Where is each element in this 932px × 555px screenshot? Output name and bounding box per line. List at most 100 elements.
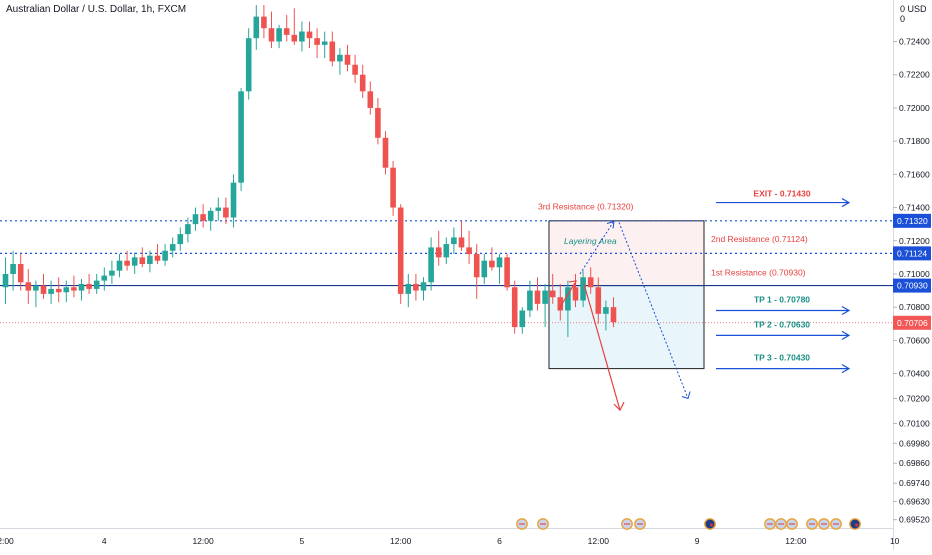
price-tag-box	[893, 315, 931, 330]
candle-body	[610, 307, 617, 323]
price-tick-label: 0.71600	[899, 169, 930, 179]
candle-body	[291, 34, 298, 42]
candle-body	[245, 38, 252, 92]
candle-body	[116, 260, 123, 271]
target-arrow-head	[841, 330, 851, 340]
candle-body	[314, 38, 320, 45]
resistance-label: 3rd Resistance (0.71320)	[538, 202, 634, 212]
candle-body	[55, 288, 62, 293]
candle-body	[397, 207, 404, 294]
candle-body	[359, 74, 366, 92]
price-tag-label: 0.71320	[897, 216, 928, 226]
event-flag-icon	[849, 518, 861, 530]
candle-body	[603, 307, 609, 314]
candle-body	[283, 28, 290, 35]
candle-body	[435, 247, 442, 258]
red-drop-arrow	[583, 283, 621, 411]
candle-body	[253, 16, 260, 39]
candle-body	[473, 254, 480, 278]
candle-body	[382, 137, 389, 168]
candle-body	[124, 260, 130, 266]
candle-body	[466, 247, 472, 255]
blue-dotted-up-arrow-head	[606, 220, 615, 229]
event-flag-dot-icon	[710, 523, 713, 527]
candle-body	[154, 255, 161, 261]
candle-body	[177, 234, 184, 245]
price-tag-box	[893, 278, 931, 293]
blue-dotted-down-arrow-head	[681, 391, 691, 400]
candle-body	[207, 210, 214, 221]
exit-target-label: EXIT - 0.71430	[753, 189, 810, 199]
candle-body	[147, 255, 153, 264]
price-tag-label: 0.71124	[897, 248, 927, 258]
candle-body	[261, 16, 267, 29]
price-tick-label: 0.69630	[899, 496, 930, 506]
candle-body	[572, 287, 579, 301]
candle-body	[238, 91, 244, 183]
candle-body	[519, 310, 526, 328]
candle-body	[86, 283, 92, 289]
candle-body	[504, 257, 510, 288]
candle-body	[25, 282, 32, 291]
target-zone	[548, 285, 705, 370]
candle-body	[496, 257, 503, 268]
candle-body	[511, 287, 518, 328]
time-tick-label: 4	[102, 536, 107, 546]
candle-body	[169, 244, 176, 251]
candle-body	[2, 273, 9, 288]
candle-body	[337, 54, 343, 62]
time-tick-label: 2:00	[0, 536, 14, 546]
candle-body	[542, 290, 548, 304]
target-arrow-head	[841, 364, 851, 374]
candle-body	[192, 214, 199, 225]
resistance-label: 1st Resistance (0.70930)	[711, 267, 806, 277]
candle-body	[63, 287, 70, 293]
candle-body	[344, 54, 351, 65]
event-flag-dot-icon	[855, 523, 858, 527]
price-tick-label: 0.71400	[899, 203, 930, 213]
candle-body	[299, 31, 305, 42]
candle-body	[420, 282, 427, 291]
candle-body	[48, 288, 54, 294]
price-tick-label: 0.69980	[899, 438, 930, 448]
candle-body	[215, 207, 222, 211]
price-tag-label: 0.70930	[897, 281, 928, 291]
candle-body	[40, 285, 47, 294]
blue-dotted-down-arrow	[618, 222, 689, 399]
candle-body	[565, 287, 571, 311]
candle-body	[276, 28, 282, 42]
take-profit-label: TP 3 - 0.70430	[754, 353, 810, 363]
candle-body	[33, 285, 39, 291]
red-drop-arrow-head	[613, 401, 625, 412]
take-profit-label: TP 2 - 0.70630	[754, 319, 810, 329]
price-tick-label: 0.70200	[899, 393, 930, 403]
candle-body	[17, 264, 24, 283]
candle-body	[71, 287, 77, 291]
price-tick-label: 0.71800	[899, 136, 930, 146]
candle-body	[268, 28, 275, 42]
candle-body	[375, 107, 381, 138]
price-tick-label: 0.70100	[899, 418, 930, 428]
candle-body	[580, 277, 586, 301]
price-tag-box	[893, 213, 931, 228]
price-tick-label: 0.72400	[899, 37, 930, 47]
candle-body	[185, 224, 191, 235]
time-tick-label: 6	[497, 536, 502, 546]
price-tick-label: 0.71000	[899, 269, 930, 279]
candle-body	[200, 214, 206, 221]
price-tick-label: 0.72000	[899, 103, 930, 113]
candle-body	[306, 31, 313, 39]
candle-body	[352, 64, 358, 75]
price-tick-label: 0.70800	[899, 302, 930, 312]
candle-body	[481, 260, 488, 278]
candle-body	[549, 290, 556, 298]
price-tick-label: 0.70400	[899, 369, 930, 379]
candle-body	[443, 244, 450, 258]
red-entry-arrow-head	[568, 280, 577, 289]
red-entry-arrow	[557, 282, 576, 311]
candle-body	[10, 264, 16, 274]
time-tick-label: 12:00	[192, 536, 214, 546]
candle-body	[230, 182, 237, 218]
